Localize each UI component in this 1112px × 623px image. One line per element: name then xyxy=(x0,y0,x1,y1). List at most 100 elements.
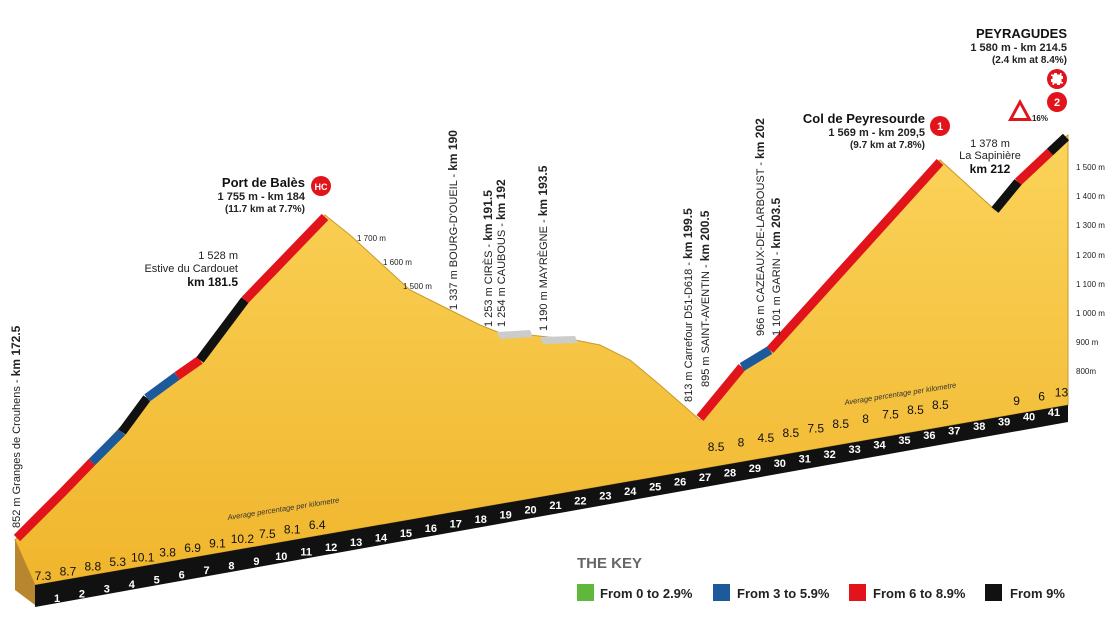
km-marker: 9 xyxy=(253,556,259,568)
gradient-label: 9 xyxy=(1013,394,1020,408)
km-marker: 11 xyxy=(300,546,312,558)
segment xyxy=(174,356,203,380)
km-marker: 34 xyxy=(873,440,886,452)
slope-altitude: 1 700 m xyxy=(357,234,386,243)
altitude-label: 900 m xyxy=(1076,338,1099,347)
gradient-note: 16% xyxy=(1032,114,1048,123)
climb-detail: 1 755 m - km 184 xyxy=(218,191,306,203)
key-swatch xyxy=(713,584,730,601)
waypoint-km: km 172.5 xyxy=(9,325,23,376)
gradient-label: 6.9 xyxy=(184,541,201,555)
waypoint-km: km 192 xyxy=(494,179,508,220)
km-marker: 7 xyxy=(203,565,209,577)
waypoint-km: km 191.5 xyxy=(481,190,495,241)
km-marker: 6 xyxy=(179,570,185,582)
altitude-scale: 1 500 m 1 400 m 1 300 m 1 200 m 1 100 m … xyxy=(1076,163,1105,376)
gradient-label: 13 xyxy=(1055,386,1069,400)
climb-coloring xyxy=(13,133,1070,542)
key-title: THE KEY xyxy=(577,555,642,572)
badge-label: 1 xyxy=(937,121,943,133)
gradient-label: 8 xyxy=(862,412,869,426)
km-marker: 4 xyxy=(129,579,136,591)
waypoint: 813 m Carrefour D51-D618 - km 199.5 xyxy=(681,208,695,402)
key-item: From 0 to 2.9% xyxy=(600,586,693,601)
badge xyxy=(1047,92,1067,112)
waypoint: 1 254 m CAUBOUS - km 192 xyxy=(494,179,508,327)
km-marker: 25 xyxy=(649,481,661,493)
waypoint-label: 895 m SAINT-AVENTIN - xyxy=(700,261,712,387)
km-marker: 31 xyxy=(799,453,811,465)
km-marker: 16 xyxy=(425,523,437,535)
waypoint-label: 1 190 m MAYRÈGNE - xyxy=(537,216,550,331)
altitude-label: 1 400 m xyxy=(1076,192,1105,201)
km-marker: 3 xyxy=(104,584,110,596)
km-marker: 13 xyxy=(350,537,362,549)
spot-name: Estive du Cardouet xyxy=(144,263,238,275)
segment xyxy=(766,158,944,354)
altitude-label: 1 000 m xyxy=(1076,309,1105,318)
km-marker: 5 xyxy=(154,574,160,586)
gradient-label: 8.5 xyxy=(832,417,849,431)
waypoint: 1 101 m GARIN - km 203.5 xyxy=(769,198,783,336)
waypoints: 852 m Granges de Crouhens - km 172.5 1 3… xyxy=(9,118,783,528)
km-marker: 10 xyxy=(275,551,287,563)
spot-name: La Sapinière xyxy=(959,150,1021,162)
km-marker: 39 xyxy=(998,416,1010,428)
climb-length: (11.7 km at 7.7%) xyxy=(225,204,305,215)
waypoint: 895 m SAINT-AVENTIN - km 200.5 xyxy=(698,210,712,387)
km-marker: 40 xyxy=(1023,412,1035,424)
gradient-label: 8.5 xyxy=(907,403,924,417)
km-marker: 12 xyxy=(325,542,337,554)
key-swatch xyxy=(849,584,866,601)
segment xyxy=(1046,133,1070,156)
waypoint-label: 813 m Carrefour D51-D618 - xyxy=(683,259,695,402)
waypoint: 1 253 m CIRÈS - km 191.5 xyxy=(481,190,495,327)
key-item: From 3 to 5.9% xyxy=(737,586,830,601)
waypoint: 966 m CAZEAUX-DE-LARBOUST - km 202 xyxy=(753,118,767,336)
waypoint-km: km 193.5 xyxy=(536,165,550,216)
segment xyxy=(696,364,746,421)
waypoint: 852 m Granges de Crouhens - km 172.5 xyxy=(9,325,23,528)
climb-name: PEYRAGUDES xyxy=(976,26,1067,41)
spot-altitude: 1 528 m xyxy=(198,250,238,262)
spot-km: km 181.5 xyxy=(187,275,238,289)
waypoint-km: km 199.5 xyxy=(681,208,695,259)
gradient-label: 5.3 xyxy=(109,555,126,569)
spot-altitude: 1 378 m xyxy=(970,138,1010,150)
km-marker: 29 xyxy=(749,463,761,475)
gradient-label: 8.8 xyxy=(85,560,102,574)
badge xyxy=(930,116,950,136)
gradient-label: 6.4 xyxy=(309,518,326,532)
flat-patch xyxy=(540,336,578,344)
gradient-label: 9.1 xyxy=(209,536,226,550)
waypoint-label: 852 m Granges de Crouhens - xyxy=(11,376,23,528)
key-swatch xyxy=(577,584,594,601)
gradient-label: 8.7 xyxy=(60,564,77,578)
segment xyxy=(196,297,249,363)
waypoint: 1 190 m MAYRÈGNE - km 193.5 xyxy=(536,165,550,331)
km-marker: 23 xyxy=(599,491,611,503)
km-marker: 30 xyxy=(774,458,786,470)
badge xyxy=(311,176,331,196)
gradient-label: 6 xyxy=(1038,389,1045,403)
waypoint: 1 337 m BOURG-D'OUEIL - km 190 xyxy=(446,130,460,310)
key-swatch xyxy=(985,584,1002,601)
waypoint-km: km 203.5 xyxy=(769,198,783,249)
km-marker: 32 xyxy=(824,449,836,461)
key-item: From 9% xyxy=(1010,586,1065,601)
km-marker: 22 xyxy=(574,495,586,507)
climb-detail: 1 569 m - km 209,5 xyxy=(828,127,925,139)
segment xyxy=(88,428,126,466)
waypoint-label: 1 254 m CAUBOUS - xyxy=(496,220,508,327)
climb-name: Port de Balès xyxy=(222,175,305,190)
km-marker: 27 xyxy=(699,472,711,484)
altitude-label: 800m xyxy=(1076,367,1096,376)
gradient-label: 8.1 xyxy=(284,522,301,536)
km-marker: 1 xyxy=(54,593,60,605)
km-marker: 37 xyxy=(948,426,960,438)
km-marker: 20 xyxy=(524,505,536,517)
km-marker: 24 xyxy=(624,486,637,498)
waypoint-label: 1 253 m CIRÈS - xyxy=(482,241,495,327)
slope-altitude: 1 600 m xyxy=(383,258,412,267)
altitude-label: 1 200 m xyxy=(1076,251,1105,260)
